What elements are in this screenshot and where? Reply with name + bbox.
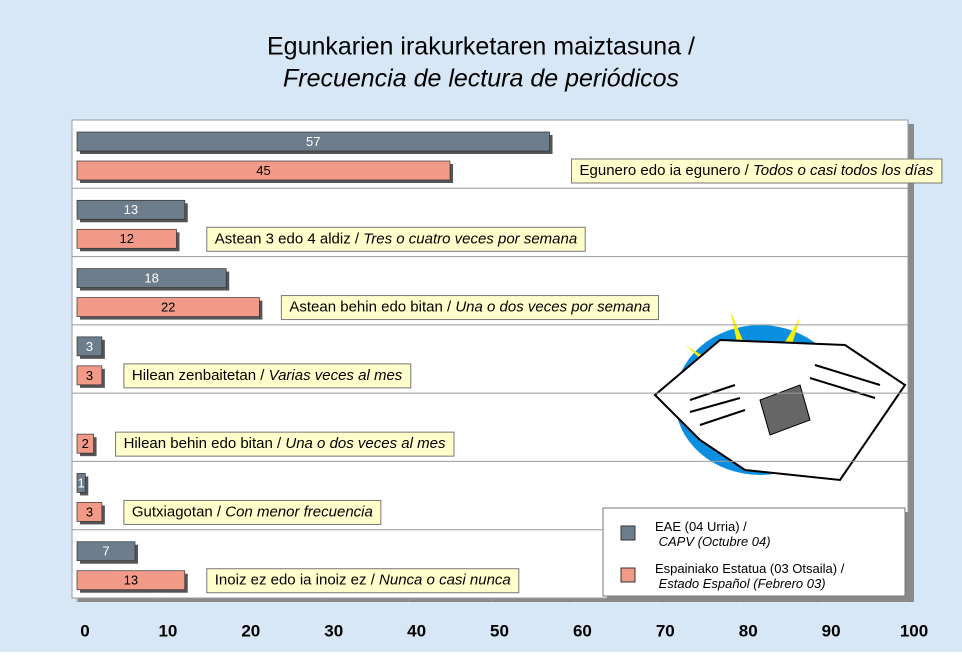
category-box: [115, 431, 455, 457]
bar: [76, 268, 227, 288]
category-label: Gutxiagotan / Con menor frecuencia: [132, 503, 373, 520]
legend-swatch: [620, 525, 636, 541]
category-box: [123, 499, 382, 525]
bar: [76, 131, 550, 152]
category-label: Inoiz ez edo ia inoiz ez / Nunca o casi …: [215, 572, 511, 589]
value-label: 12: [120, 231, 134, 246]
value-label: 3: [86, 339, 93, 354]
bar: [76, 365, 103, 386]
value-label: 13: [124, 202, 138, 217]
bar: [76, 297, 260, 317]
category-box: [280, 295, 659, 321]
category-label: Egunero edo ia egunero / Todos o casi to…: [580, 162, 934, 179]
x-tick-label: 90: [822, 621, 841, 640]
bar: [76, 433, 94, 454]
x-tick-label: 20: [241, 621, 260, 640]
category-box: [206, 226, 586, 252]
value-label: 45: [256, 163, 270, 178]
bar: [76, 336, 103, 357]
bar: [76, 541, 136, 562]
value-label: 57: [306, 134, 320, 149]
chart-title: Egunkarien irakurketaren maiztasuna /: [267, 33, 695, 61]
value-label: 22: [161, 300, 175, 315]
category-label: Astean behin edo bitan / Una o dos veces…: [289, 299, 650, 316]
category-label: Hilean zenbaitetan / Varias veces al mes: [132, 367, 403, 384]
bar: [76, 199, 186, 220]
value-label: 0: [77, 407, 84, 422]
bar: [76, 473, 86, 493]
x-tick-label: 10: [158, 621, 177, 640]
category-label: Astean 3 edo 4 aldiz / Tres o cuatro vec…: [215, 230, 577, 247]
legend-label: Espainiako Estatua (03 Otsaila) / Estado…: [655, 561, 845, 591]
legend-swatch: [620, 567, 636, 583]
value-label: 1: [78, 475, 85, 490]
clip-art: [653, 310, 907, 482]
x-tick-label: 50: [490, 621, 509, 640]
category-box: [206, 568, 520, 594]
value-label: 18: [144, 271, 158, 286]
category-box: [571, 158, 943, 184]
bar: [76, 160, 451, 181]
x-tick-label: 60: [573, 621, 592, 640]
value-label: 3: [86, 368, 93, 383]
chart-subtitle: Frecuencia de lectura de periódicos: [283, 65, 679, 93]
x-tick-label: 0: [80, 621, 89, 640]
legend-box: [602, 507, 906, 597]
category-label: Hilean behin edo bitan / Una o dos veces…: [124, 435, 446, 452]
x-tick-label: 70: [656, 621, 675, 640]
category-box: [123, 363, 412, 389]
x-tick-label: 40: [407, 621, 426, 640]
legend-label: EAE (04 Urria) / CAPV (Octubre 04): [655, 519, 771, 549]
x-tick-label: 30: [324, 621, 343, 640]
value-label: 2: [82, 436, 89, 451]
bar: [76, 228, 177, 249]
value-label: 3: [86, 504, 93, 519]
bar: [76, 502, 103, 522]
x-tick-label: 100: [900, 621, 928, 640]
x-tick-label: 80: [739, 621, 758, 640]
bar: [76, 570, 186, 591]
value-label: 7: [102, 544, 109, 559]
value-label: 13: [124, 573, 138, 588]
